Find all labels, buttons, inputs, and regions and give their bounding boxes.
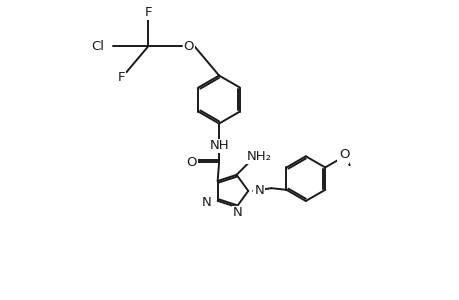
Text: Cl: Cl: [91, 40, 104, 53]
Text: O: O: [338, 148, 349, 161]
Text: F: F: [118, 71, 125, 84]
Text: NH: NH: [209, 140, 229, 152]
Text: O: O: [183, 40, 193, 53]
Text: N: N: [202, 196, 211, 209]
Text: O: O: [186, 156, 196, 169]
Text: O: O: [337, 151, 347, 164]
Text: N: N: [254, 184, 263, 197]
Text: N: N: [233, 206, 242, 220]
Text: F: F: [144, 6, 151, 19]
Text: NH₂: NH₂: [246, 150, 271, 163]
